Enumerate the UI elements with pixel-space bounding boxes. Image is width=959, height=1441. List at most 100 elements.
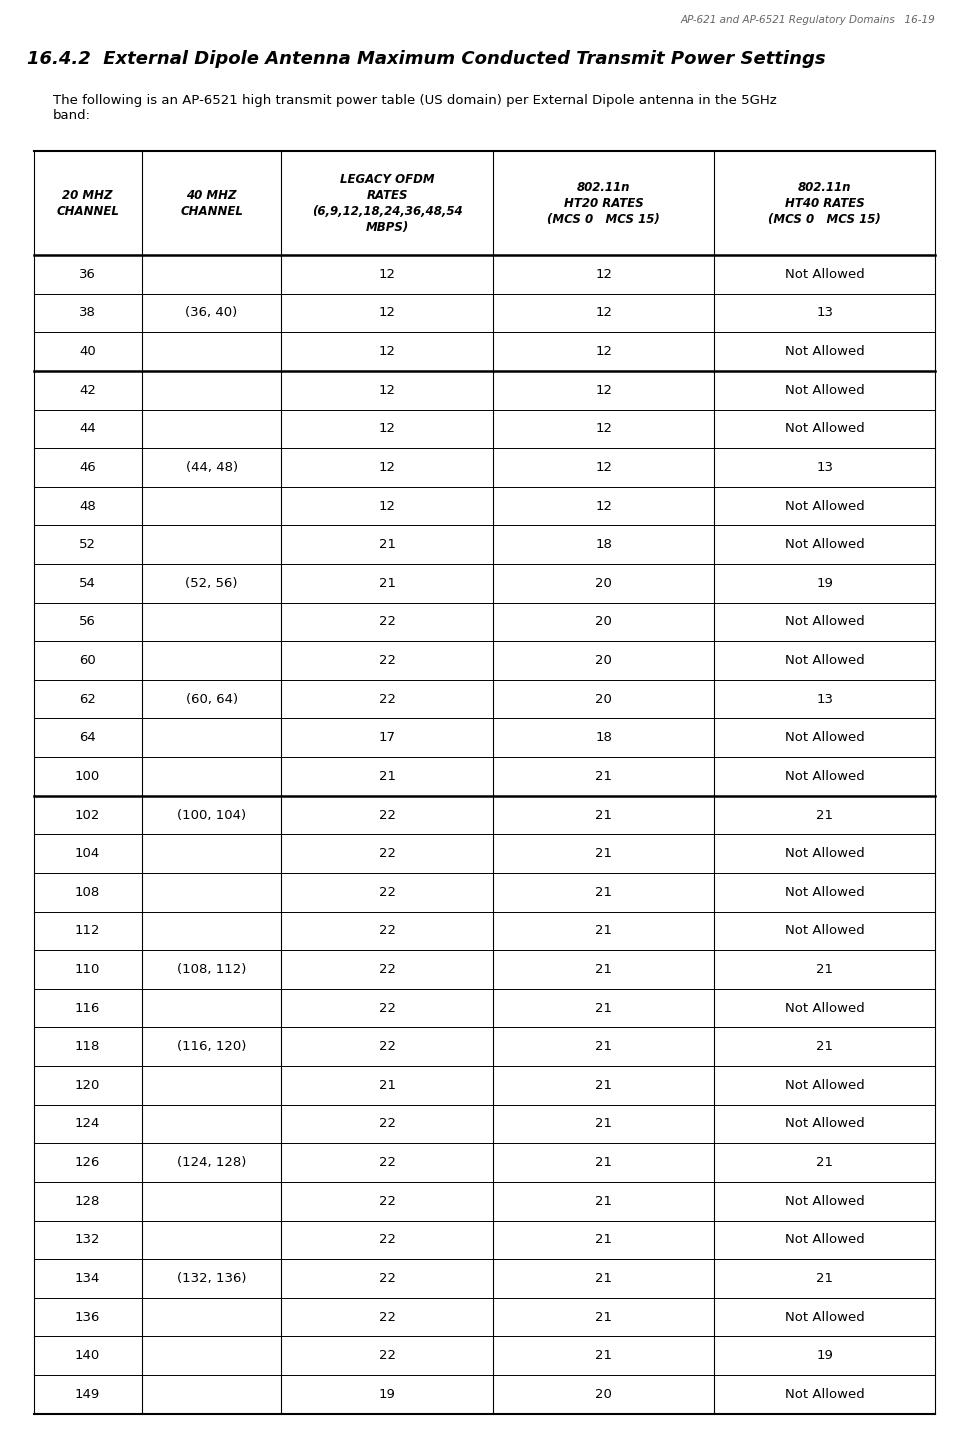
Text: 132: 132: [75, 1233, 101, 1246]
Text: 112: 112: [75, 924, 101, 938]
Text: Not Allowed: Not Allowed: [784, 422, 864, 435]
Text: 21: 21: [379, 1079, 396, 1092]
Text: 149: 149: [75, 1388, 101, 1401]
Text: (44, 48): (44, 48): [185, 461, 238, 474]
Text: 136: 136: [75, 1310, 101, 1324]
Text: 21: 21: [816, 1156, 833, 1169]
Text: 802.11n
HT40 RATES
(MCS 0   MCS 15): 802.11n HT40 RATES (MCS 0 MCS 15): [768, 180, 881, 226]
Text: 56: 56: [80, 615, 96, 628]
Text: Not Allowed: Not Allowed: [784, 924, 864, 938]
Text: 140: 140: [75, 1349, 101, 1362]
Text: 118: 118: [75, 1040, 101, 1053]
Text: 12: 12: [379, 383, 396, 396]
Text: 62: 62: [80, 693, 96, 706]
Text: Not Allowed: Not Allowed: [784, 615, 864, 628]
Text: (60, 64): (60, 64): [185, 693, 238, 706]
Text: Not Allowed: Not Allowed: [784, 769, 864, 782]
Text: 18: 18: [596, 731, 612, 745]
Text: Not Allowed: Not Allowed: [784, 1388, 864, 1401]
Text: 12: 12: [596, 500, 612, 513]
Text: 19: 19: [379, 1388, 396, 1401]
Text: 20: 20: [596, 693, 612, 706]
Text: 21: 21: [596, 924, 612, 938]
Text: 13: 13: [816, 693, 833, 706]
Text: 128: 128: [75, 1195, 101, 1208]
Text: 22: 22: [379, 1349, 396, 1362]
Text: 20: 20: [596, 615, 612, 628]
Text: 22: 22: [379, 1310, 396, 1324]
Text: 22: 22: [379, 693, 396, 706]
Text: Not Allowed: Not Allowed: [784, 731, 864, 745]
Text: 12: 12: [379, 461, 396, 474]
Text: 22: 22: [379, 654, 396, 667]
Text: 40: 40: [80, 344, 96, 359]
Text: 21: 21: [596, 769, 612, 782]
Text: 54: 54: [80, 576, 96, 589]
Text: 802.11n
HT20 RATES
(MCS 0   MCS 15): 802.11n HT20 RATES (MCS 0 MCS 15): [548, 180, 660, 226]
Text: 102: 102: [75, 808, 101, 821]
Text: Not Allowed: Not Allowed: [784, 268, 864, 281]
Text: (36, 40): (36, 40): [185, 307, 238, 320]
Text: 20: 20: [596, 654, 612, 667]
Text: 12: 12: [596, 307, 612, 320]
Text: 110: 110: [75, 963, 101, 976]
Text: 21: 21: [596, 1001, 612, 1014]
Text: 22: 22: [379, 847, 396, 860]
Text: Not Allowed: Not Allowed: [784, 500, 864, 513]
Text: 52: 52: [80, 537, 96, 552]
Text: 12: 12: [379, 422, 396, 435]
Text: 12: 12: [596, 268, 612, 281]
Text: 64: 64: [80, 731, 96, 745]
Text: 22: 22: [379, 886, 396, 899]
Text: 22: 22: [379, 615, 396, 628]
Text: 22: 22: [379, 1001, 396, 1014]
Text: (132, 136): (132, 136): [176, 1272, 246, 1285]
Text: 22: 22: [379, 808, 396, 821]
Text: 12: 12: [596, 344, 612, 359]
Text: 12: 12: [596, 383, 612, 396]
Text: 22: 22: [379, 1156, 396, 1169]
Text: Not Allowed: Not Allowed: [784, 1001, 864, 1014]
Text: 22: 22: [379, 1040, 396, 1053]
Text: 21: 21: [596, 1117, 612, 1131]
Text: Not Allowed: Not Allowed: [784, 1195, 864, 1208]
Text: 38: 38: [80, 307, 96, 320]
Text: Not Allowed: Not Allowed: [784, 537, 864, 552]
Text: Not Allowed: Not Allowed: [784, 654, 864, 667]
Text: 22: 22: [379, 1117, 396, 1131]
Text: 16.4.2  External Dipole Antenna Maximum Conducted Transmit Power Settings: 16.4.2 External Dipole Antenna Maximum C…: [27, 50, 826, 68]
Text: 21: 21: [816, 808, 833, 821]
Text: 12: 12: [379, 500, 396, 513]
Text: 18: 18: [596, 537, 612, 552]
Text: 36: 36: [80, 268, 96, 281]
Text: 21: 21: [596, 1040, 612, 1053]
Text: (116, 120): (116, 120): [176, 1040, 246, 1053]
Text: 134: 134: [75, 1272, 101, 1285]
Text: 21: 21: [379, 537, 396, 552]
Text: 22: 22: [379, 1233, 396, 1246]
Text: 17: 17: [379, 731, 396, 745]
Text: 21: 21: [596, 963, 612, 976]
Text: Not Allowed: Not Allowed: [784, 847, 864, 860]
Text: 12: 12: [379, 307, 396, 320]
Text: 22: 22: [379, 963, 396, 976]
Text: 21: 21: [596, 886, 612, 899]
Text: Not Allowed: Not Allowed: [784, 383, 864, 396]
Text: 40 MHZ
CHANNEL: 40 MHZ CHANNEL: [180, 189, 243, 218]
Text: 12: 12: [379, 344, 396, 359]
Text: 21: 21: [816, 1040, 833, 1053]
Text: 22: 22: [379, 1272, 396, 1285]
Text: 21: 21: [816, 963, 833, 976]
Text: 42: 42: [80, 383, 96, 396]
Text: AP-621 and AP-6521 Regulatory Domains   16-19: AP-621 and AP-6521 Regulatory Domains 16…: [680, 16, 935, 24]
Text: Not Allowed: Not Allowed: [784, 1233, 864, 1246]
Text: 21: 21: [596, 1156, 612, 1169]
Text: 21: 21: [816, 1272, 833, 1285]
Text: 100: 100: [75, 769, 101, 782]
Text: 12: 12: [379, 268, 396, 281]
Text: 21: 21: [596, 1233, 612, 1246]
Text: 104: 104: [75, 847, 101, 860]
Text: Not Allowed: Not Allowed: [784, 1117, 864, 1131]
Text: 21: 21: [596, 1195, 612, 1208]
Text: 13: 13: [816, 307, 833, 320]
